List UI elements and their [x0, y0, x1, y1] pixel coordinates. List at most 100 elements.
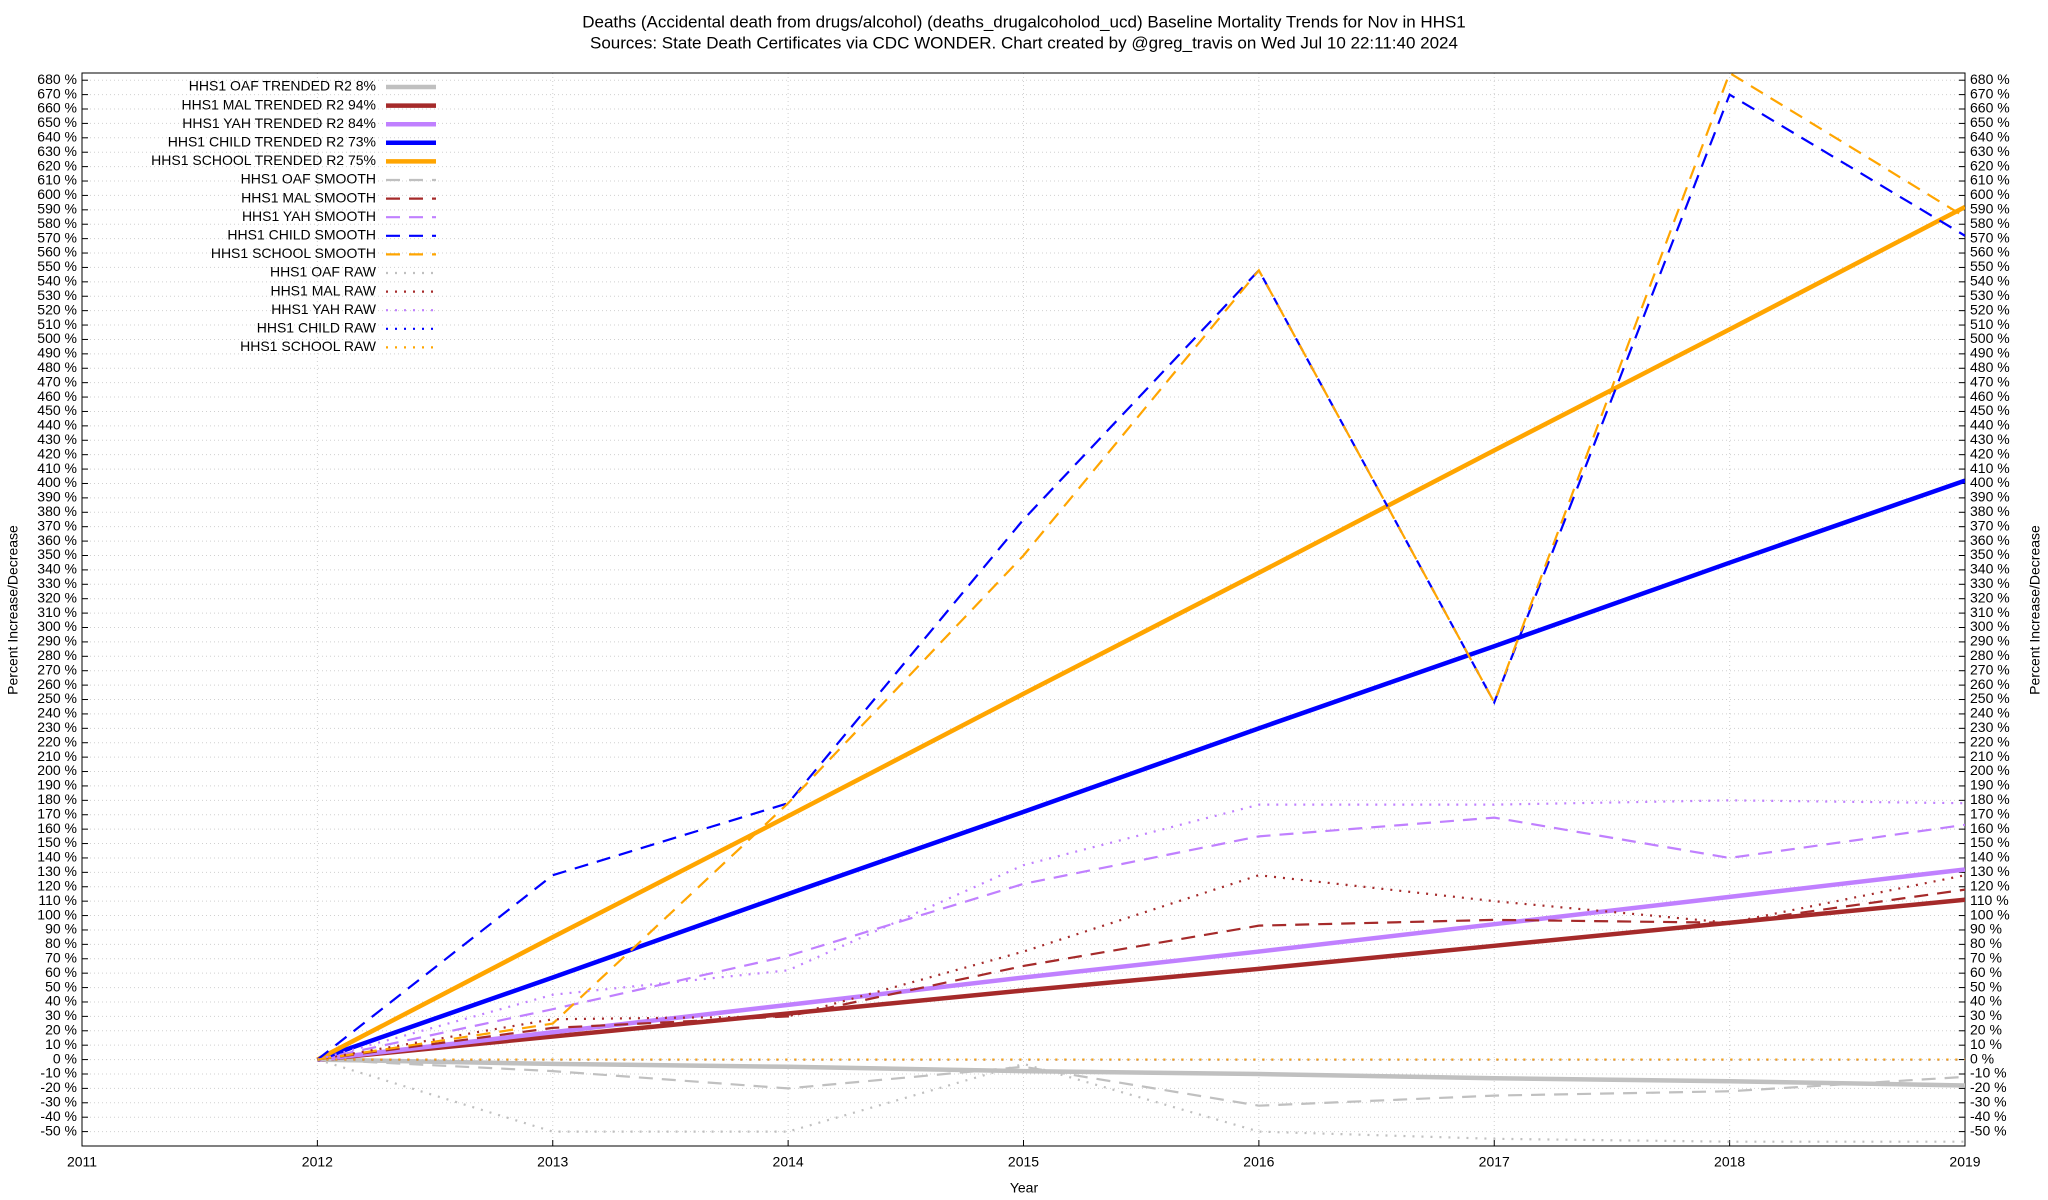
- series-line: [317, 816, 1965, 1061]
- y-tick-label: 450 %: [37, 402, 77, 418]
- y-tick-label: 270 %: [37, 661, 77, 677]
- y-tick-label: 660 %: [37, 100, 77, 116]
- y-tick-label: 340 %: [37, 561, 77, 577]
- plot-frame: [81, 72, 1966, 1147]
- y2-tick-label: 90 %: [1970, 921, 2002, 937]
- y-tick-label: 250 %: [37, 690, 77, 706]
- y-tick-label: 630 %: [37, 143, 77, 159]
- x-tick-label: 2015: [1008, 1154, 1039, 1170]
- series-line: [316, 92, 1965, 1061]
- y2-tick-label: 560 %: [1970, 244, 2010, 260]
- y2-tick-label: 550 %: [1970, 258, 2010, 274]
- chart-subtitle: Sources: State Death Certificates via CD…: [590, 33, 1458, 52]
- x-tick-label: 2013: [537, 1154, 568, 1170]
- legend-label: HHS1 SCHOOL RAW: [240, 338, 377, 354]
- series-line: [316, 478, 1965, 1062]
- legend-label: HHS1 CHILD RAW: [257, 320, 377, 336]
- y2-tick-label: 80 %: [1970, 935, 2002, 951]
- y2-tick-label: 520 %: [1970, 301, 2010, 317]
- y2-tick-label: 240 %: [1970, 705, 2010, 721]
- y2-tick-label: 650 %: [1970, 114, 2010, 130]
- y-tick-label: 570 %: [37, 229, 77, 245]
- y2-tick-label: 400 %: [1970, 474, 2010, 490]
- series-line: [317, 73, 1965, 1061]
- x-tick-label: 2019: [1949, 1154, 1980, 1170]
- y2-tick-label: 200 %: [1970, 762, 2010, 778]
- y2-tick-label: 390 %: [1970, 489, 2010, 505]
- y-tick-label: 560 %: [37, 244, 77, 260]
- y2-tick-label: 280 %: [1970, 647, 2010, 663]
- y2-tick-label: 160 %: [1970, 820, 2010, 836]
- y2-tick-label: 430 %: [1970, 431, 2010, 447]
- y2-tick-label: 640 %: [1970, 129, 2010, 145]
- x-tick-label: 2012: [302, 1154, 333, 1170]
- series-line: [317, 888, 1965, 1061]
- y2-tick-label: 500 %: [1970, 330, 2010, 346]
- y2-tick-label: 320 %: [1970, 589, 2010, 605]
- legend-label: HHS1 CHILD SMOOTH: [227, 227, 376, 243]
- y-tick-label: 680 %: [37, 71, 77, 87]
- y-tick-label: 50 %: [45, 978, 77, 994]
- y2-tick-label: 210 %: [1970, 748, 2010, 764]
- y2-tick-label: 20 %: [1970, 1021, 2002, 1037]
- x-axis-label: Year: [1010, 1180, 1039, 1196]
- series-line: [317, 799, 1965, 1061]
- legend-label: HHS1 OAF RAW: [270, 264, 377, 280]
- y2-tick-label: 50 %: [1970, 978, 2002, 994]
- y-tick-label: 0 %: [53, 1050, 77, 1066]
- y2-tick-label: 360 %: [1970, 532, 2010, 548]
- y2-tick-label: 290 %: [1970, 633, 2010, 649]
- legend-label: HHS1 YAH SMOOTH: [242, 208, 376, 224]
- y-tick-label: -50 %: [40, 1122, 77, 1138]
- y2-tick-label: 460 %: [1970, 388, 2010, 404]
- y2-tick-label: 300 %: [1970, 618, 2010, 634]
- legend-label: HHS1 MAL RAW: [270, 282, 376, 298]
- y2-tick-label: 340 %: [1970, 561, 2010, 577]
- legend-label: HHS1 YAH TRENDED R2 84%: [182, 115, 376, 131]
- y2-tick-label: 180 %: [1970, 791, 2010, 807]
- y2-tick-label: 380 %: [1970, 503, 2010, 519]
- y-tick-label: 500 %: [37, 330, 77, 346]
- y2-tick-label: -20 %: [1970, 1079, 2007, 1095]
- y2-tick-label: 100 %: [1970, 906, 2010, 922]
- y2-tick-label: 410 %: [1970, 460, 2010, 476]
- x-tick-label: 2018: [1714, 1154, 1745, 1170]
- y-tick-label: 490 %: [37, 345, 77, 361]
- y2-tick-label: 670 %: [1970, 85, 2010, 101]
- y2-tick-label: 630 %: [1970, 143, 2010, 159]
- y-tick-label: 670 %: [37, 85, 77, 101]
- y-tick-label: 580 %: [37, 215, 77, 231]
- y2-tick-label: 40 %: [1970, 993, 2002, 1009]
- y2-tick-label: 140 %: [1970, 849, 2010, 865]
- y-tick-label: 610 %: [37, 172, 77, 188]
- y-tick-label: 330 %: [37, 575, 77, 591]
- y-tick-label: 440 %: [37, 417, 77, 433]
- y2-tick-label: 30 %: [1970, 1007, 2002, 1023]
- y2-tick-label: 170 %: [1970, 805, 2010, 821]
- y-tick-label: 30 %: [45, 1007, 77, 1023]
- y-tick-label: 100 %: [37, 906, 77, 922]
- y-tick-label: 520 %: [37, 301, 77, 317]
- y2-tick-label: 440 %: [1970, 417, 2010, 433]
- y-tick-label: 300 %: [37, 618, 77, 634]
- y-tick-label: 370 %: [37, 517, 77, 533]
- y2-tick-label: -30 %: [1970, 1093, 2007, 1109]
- series-line: [316, 204, 1965, 1062]
- legend-label: HHS1 CHILD TRENDED R2 73%: [168, 134, 376, 150]
- y-tick-label: 360 %: [37, 532, 77, 548]
- y2-tick-label: 570 %: [1970, 229, 2010, 245]
- y-tick-label: 540 %: [37, 273, 77, 289]
- y2-tick-label: 480 %: [1970, 359, 2010, 375]
- y2-axis-label: Percent Increase/Decrease: [2027, 525, 2043, 695]
- y2-tick-label: 270 %: [1970, 661, 2010, 677]
- y-tick-label: -30 %: [40, 1093, 77, 1109]
- y2-tick-label: 150 %: [1970, 834, 2010, 850]
- y-tick-label: 230 %: [37, 719, 77, 735]
- y-tick-label: 320 %: [37, 589, 77, 605]
- y-tick-label: 60 %: [45, 964, 77, 980]
- y2-tick-label: 540 %: [1970, 273, 2010, 289]
- y2-tick-label: 470 %: [1970, 373, 2010, 389]
- y2-tick-label: 10 %: [1970, 1036, 2002, 1052]
- y-tick-label: -10 %: [40, 1065, 77, 1081]
